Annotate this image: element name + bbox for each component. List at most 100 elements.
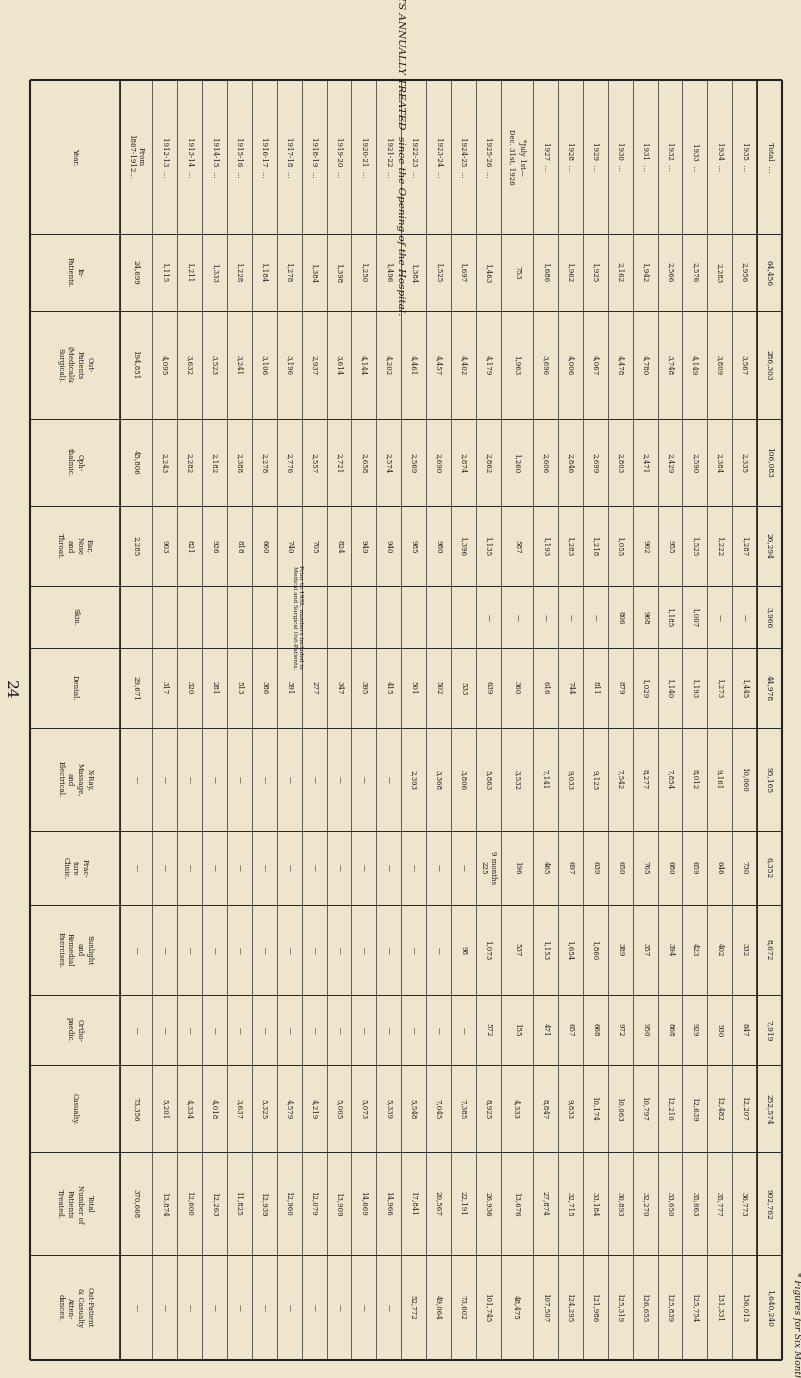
Text: 8,012: 8,012 <box>691 769 699 790</box>
Text: 1,860: 1,860 <box>591 940 599 960</box>
Text: 27,874: 27,874 <box>541 1192 549 1217</box>
Text: 1,398: 1,398 <box>335 263 343 282</box>
Text: 753: 753 <box>513 266 521 280</box>
Text: 818: 818 <box>235 540 244 553</box>
Text: 194,851: 194,851 <box>132 350 140 380</box>
Text: 95,165: 95,165 <box>766 766 774 792</box>
Text: 9 months
225: 9 months 225 <box>480 852 497 885</box>
Text: 659: 659 <box>691 861 699 875</box>
Text: 286,303: 286,303 <box>766 350 774 380</box>
Text: 10,063: 10,063 <box>616 1097 624 1122</box>
Text: 847: 847 <box>741 1024 749 1038</box>
Text: —: — <box>186 776 194 783</box>
Text: 9,123: 9,123 <box>591 769 599 790</box>
Text: 7,141: 7,141 <box>541 769 549 790</box>
Text: 24,699: 24,699 <box>132 260 140 285</box>
Text: 12,079: 12,079 <box>310 1192 318 1217</box>
Text: 955: 955 <box>666 540 674 553</box>
Text: 513: 513 <box>235 682 244 695</box>
Text: 930: 930 <box>716 1024 724 1036</box>
Text: 587: 587 <box>513 540 521 553</box>
Text: 2,658: 2,658 <box>360 452 368 473</box>
Text: 3,809: 3,809 <box>716 356 724 375</box>
Text: 1,193: 1,193 <box>541 536 549 557</box>
Text: 1,496: 1,496 <box>384 262 392 282</box>
Text: 1927  ...: 1927 ... <box>541 142 549 172</box>
Text: 10,060: 10,060 <box>741 768 749 792</box>
Text: 125,839: 125,839 <box>666 1293 674 1322</box>
Text: 2,283: 2,283 <box>716 263 724 282</box>
Text: 98: 98 <box>460 945 468 955</box>
Text: 1913-14  ...: 1913-14 ... <box>186 136 194 178</box>
Text: Total
Number of
Patients
Treated.: Total Number of Patients Treated. <box>56 1185 94 1224</box>
Text: 1925-26  ...: 1925-26 ... <box>485 136 493 178</box>
Text: Ear,
Nose
and
Throat.: Ear, Nose and Throat. <box>56 533 94 559</box>
Text: 1,962: 1,962 <box>566 262 574 282</box>
Text: 2,566: 2,566 <box>666 262 674 282</box>
Text: —: — <box>409 947 417 954</box>
Text: 1,185: 1,185 <box>666 608 674 627</box>
Text: In-
Patients.: In- Patients. <box>66 258 84 288</box>
Text: 12,960: 12,960 <box>285 1192 293 1217</box>
Text: 3,696: 3,696 <box>541 356 549 375</box>
Text: —: — <box>384 947 392 954</box>
Text: 4,149: 4,149 <box>691 356 699 375</box>
Text: 1915-16  ...: 1915-16 ... <box>235 136 244 178</box>
Text: —: — <box>186 947 194 954</box>
Text: —: — <box>335 776 343 783</box>
Text: 2,182: 2,182 <box>211 452 219 473</box>
Text: 1,963: 1,963 <box>513 356 521 375</box>
Text: 32,715: 32,715 <box>566 1192 574 1217</box>
Text: 1923-24  ...: 1923-24 ... <box>435 136 443 178</box>
Text: —: — <box>211 1304 219 1310</box>
Text: 3,368: 3,368 <box>435 769 443 790</box>
Text: 357: 357 <box>641 944 649 956</box>
Text: 657: 657 <box>566 1024 574 1038</box>
Text: 3,806: 3,806 <box>460 769 468 790</box>
Text: —: — <box>335 947 343 954</box>
Text: 332: 332 <box>741 944 749 956</box>
Text: 2,846: 2,846 <box>566 452 574 473</box>
Text: —: — <box>161 1304 169 1310</box>
Text: —: — <box>285 864 293 871</box>
Text: 1,283: 1,283 <box>566 536 574 557</box>
Text: —: — <box>435 947 443 954</box>
Text: 17,841: 17,841 <box>409 1192 417 1217</box>
Text: —: — <box>186 864 194 871</box>
Text: 502: 502 <box>435 681 443 695</box>
Text: 2,937: 2,937 <box>310 356 318 375</box>
Text: —: — <box>211 776 219 783</box>
Text: Oph-
thalmic.: Oph- thalmic. <box>66 448 84 477</box>
Text: 4,780: 4,780 <box>641 356 649 375</box>
Text: 3,632: 3,632 <box>186 356 194 375</box>
Text: —: — <box>161 1027 169 1034</box>
Text: 2,569: 2,569 <box>409 452 417 473</box>
Text: 36,773: 36,773 <box>741 1192 749 1217</box>
Text: 347: 347 <box>335 682 343 695</box>
Text: 1,222: 1,222 <box>716 536 724 557</box>
Text: Skin.: Skin. <box>71 608 79 626</box>
Text: —: — <box>460 1027 468 1034</box>
Text: 1,073: 1,073 <box>485 940 493 960</box>
Text: 705: 705 <box>310 540 318 553</box>
Text: —: — <box>360 947 368 954</box>
Text: 1912-13  ...: 1912-13 ... <box>161 136 169 178</box>
Text: —: — <box>132 1304 140 1310</box>
Text: 2,776: 2,776 <box>285 452 293 473</box>
Text: 370,668: 370,668 <box>132 1189 140 1218</box>
Text: —: — <box>541 613 549 620</box>
Text: —: — <box>211 947 219 954</box>
Text: 2,699: 2,699 <box>591 452 599 473</box>
Text: 646: 646 <box>716 861 724 875</box>
Text: 1,287: 1,287 <box>741 536 749 557</box>
Text: 1924-25  ...: 1924-25 ... <box>460 136 468 178</box>
Text: 2,429: 2,429 <box>666 452 674 473</box>
Text: 5,548: 5,548 <box>409 1098 417 1119</box>
Text: Out-Patient
& Casualty
Atten-
dances.: Out-Patient & Casualty Atten- dances. <box>56 1287 94 1328</box>
Text: 868: 868 <box>666 1024 674 1038</box>
Text: 386: 386 <box>260 682 268 695</box>
Text: Ortho-
paedic.: Ortho- paedic. <box>66 1017 84 1043</box>
Text: —: — <box>485 613 493 620</box>
Text: 14,669: 14,669 <box>360 1192 368 1217</box>
Text: —: — <box>260 776 268 783</box>
